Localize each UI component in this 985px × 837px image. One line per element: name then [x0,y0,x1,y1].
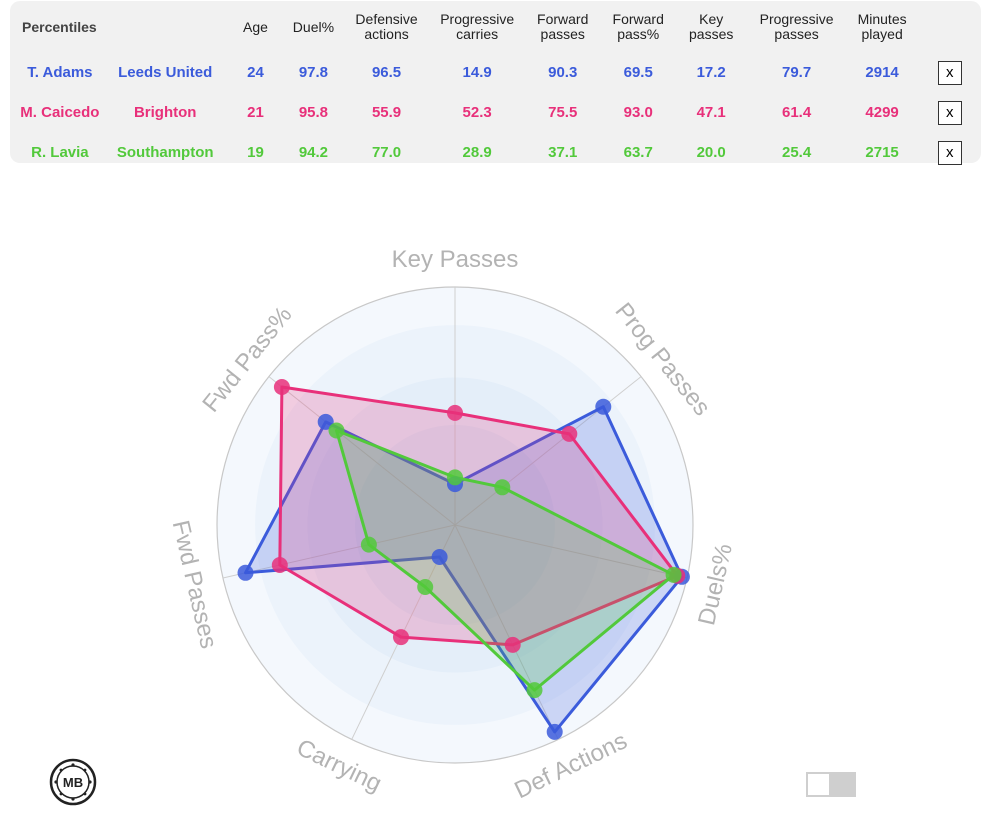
data-point [317,413,334,430]
data-point [393,629,409,646]
remove-player-button[interactable]: x [937,101,962,125]
series-area [335,429,676,692]
table-row: T. Adams Leeds United 24 97.8 96.5 14.9 90.3 69… [10,53,981,93]
data-point [328,422,345,439]
logo-text: MB [63,775,83,790]
stat-value: 75.5 [548,104,578,121]
stat-value: 93.0 [623,104,653,121]
table-row: M. Caicedo Brighton 21 95.8 55.9 52.3 75.5 93.0… [10,93,981,133]
percentiles-table-panel: Percentiles Age Duel% Defensive actions … [10,1,981,165]
series-area [278,385,679,647]
stat-value: 17.2 [696,64,726,81]
data-point [273,379,290,395]
player-name: M. Caicedo [20,104,100,121]
col-header: Progressive carries [440,11,515,42]
stat-value: 90.3 [548,64,578,81]
stat-value: 77.0 [371,144,402,161]
axis-spoke [454,376,642,526]
percentiles-table: Percentiles Age Duel% Defensive actions … [10,1,981,173]
stat-value: 21 [247,104,264,121]
axis-spoke [268,376,456,526]
data-point [561,425,578,442]
data-point [360,536,377,553]
player-name: T. Adams [27,64,93,81]
player-name: R. Lavia [31,144,89,161]
toggle-knob[interactable] [808,774,829,795]
stat-value: 14.9 [462,64,492,81]
stat-value: 19 [247,144,264,161]
data-point [271,557,288,573]
data-point [504,636,521,653]
col-header: Defensive actions [355,11,418,42]
axis-spoke [454,524,559,740]
remove-player-button[interactable]: x [937,61,962,85]
toggle-switch[interactable] [806,772,856,797]
col-header: Key passes [689,11,734,42]
data-point [431,549,448,565]
data-point [665,566,682,583]
stat-value: 28.9 [462,144,492,161]
team-name: Brighton [133,104,197,121]
axis-label: Duels% [693,541,738,628]
axis-spoke [222,524,456,579]
table-row: R. Lavia Southampton 19 94.2 77.0 28.9 37.1 63.… [10,133,981,173]
table-header-row: Percentiles Age Duel% Defensive actions … [10,1,981,53]
stat-value: 52.3 [462,104,492,121]
team-name: Leeds United [118,64,213,81]
axis-label: Key Passes [392,246,519,273]
stat-value: 24 [247,64,264,81]
stat-value: 97.8 [298,64,329,81]
team-name: Southampton [116,144,214,161]
stat-value: 79.7 [781,64,812,81]
remove-player-button[interactable]: x [937,141,962,165]
data-point [494,479,511,496]
stat-value: 94.2 [298,144,329,161]
col-header: Age [242,18,268,35]
data-point [237,564,254,581]
axis-label: Fwd Passes [167,518,223,651]
data-point [595,398,612,415]
col-header: Forward pass% [612,11,664,42]
stat-value: 96.5 [371,64,402,81]
mb-logo-icon: MB [49,758,97,806]
stat-value: 69.5 [623,64,653,81]
stat-value: 2715 [865,144,899,161]
stat-value: 95.8 [298,104,329,121]
data-point [447,404,463,421]
stat-value: 55.9 [371,104,402,121]
stat-value: 20.0 [696,144,726,161]
stat-value: 2914 [865,64,899,81]
axis-spoke [454,524,688,579]
data-point [526,682,543,699]
data-point [546,723,563,740]
stat-value: 47.1 [696,104,726,121]
data-point [417,579,434,595]
stat-value: 37.1 [548,144,578,161]
col-header: Duel% [292,18,335,35]
col-header: Forward passes [537,11,589,42]
table-title: Percentiles [22,18,97,35]
data-point [447,469,463,486]
stat-value: 63.7 [623,144,653,161]
stat-value: 61.4 [781,104,812,121]
stat-value: 4299 [865,104,899,121]
col-header: Minutes played [857,11,907,42]
col-header: Progressive passes [759,11,834,42]
stat-value: 25.4 [781,144,812,161]
